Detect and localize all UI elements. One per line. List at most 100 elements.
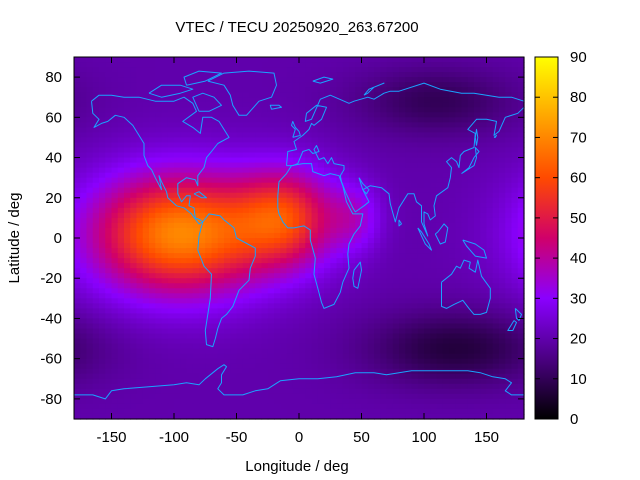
heatmap-cell xyxy=(192,167,200,174)
heatmap-cell xyxy=(124,227,131,234)
heatmap-cell xyxy=(305,338,313,345)
heatmap-cell xyxy=(86,207,94,214)
heatmap-cell xyxy=(499,77,506,83)
heatmap-cell xyxy=(317,77,325,83)
heatmap-cell xyxy=(361,137,369,144)
heatmap-cell xyxy=(486,393,494,400)
heatmap-cell xyxy=(492,348,500,355)
heatmap-cell xyxy=(99,102,106,108)
heatmap-cell xyxy=(249,283,256,289)
heatmap-cell xyxy=(417,388,425,395)
heatmap-cell xyxy=(261,77,269,83)
heatmap-cell xyxy=(255,328,263,335)
heatmap-cell xyxy=(80,308,88,315)
heatmap-cell xyxy=(92,388,100,395)
heatmap-cell xyxy=(317,172,325,179)
heatmap-cell xyxy=(180,152,188,159)
heatmap-cell xyxy=(386,333,394,340)
heatmap-cell xyxy=(461,288,469,294)
heatmap-cell xyxy=(249,147,256,154)
heatmap-cell xyxy=(399,328,406,335)
heatmap-cell xyxy=(74,288,81,294)
heatmap-cell xyxy=(311,293,319,299)
heatmap-cell xyxy=(517,167,525,174)
heatmap-cell xyxy=(211,378,219,385)
heatmap-cell xyxy=(424,248,431,254)
heatmap-cell xyxy=(205,67,213,73)
heatmap-cell xyxy=(117,182,125,189)
heatmap-cell xyxy=(380,97,388,103)
heatmap-cell xyxy=(80,393,88,400)
heatmap-cell xyxy=(474,222,481,229)
heatmap-cell xyxy=(280,122,288,128)
heatmap-cell xyxy=(517,227,525,234)
heatmap-cell xyxy=(330,313,338,320)
heatmap-cell xyxy=(430,207,438,214)
heatmap-cell xyxy=(267,147,275,154)
heatmap-cell xyxy=(424,323,431,330)
heatmap-cell xyxy=(267,338,275,345)
heatmap-cell xyxy=(311,368,319,375)
heatmap-cell xyxy=(374,278,381,284)
heatmap-cell xyxy=(367,232,375,239)
heatmap-cell xyxy=(111,177,119,184)
heatmap-cell xyxy=(205,122,213,128)
heatmap-cell xyxy=(461,232,469,239)
heatmap-cell xyxy=(149,403,156,410)
heatmap-cell xyxy=(380,117,388,123)
heatmap-cell xyxy=(117,67,125,73)
heatmap-cell xyxy=(380,132,388,139)
heatmap-cell xyxy=(517,263,525,269)
heatmap-cell xyxy=(436,238,444,244)
heatmap-cell xyxy=(236,238,244,244)
heatmap-cell xyxy=(161,107,169,113)
heatmap-cell xyxy=(499,137,506,144)
heatmap-cell xyxy=(292,102,300,108)
heatmap-cell xyxy=(517,338,525,345)
heatmap-cell xyxy=(505,107,513,113)
heatmap-cell xyxy=(355,167,363,174)
heatmap-cell xyxy=(474,278,481,284)
heatmap-cell xyxy=(236,62,244,68)
heatmap-cell xyxy=(142,77,150,83)
heatmap-cell xyxy=(167,117,175,123)
heatmap-cell xyxy=(486,152,494,159)
heatmap-cell xyxy=(317,152,325,159)
heatmap-cell xyxy=(186,102,194,108)
heatmap-cell xyxy=(374,378,381,385)
heatmap-cell xyxy=(517,152,525,159)
heatmap-cell xyxy=(242,87,250,93)
heatmap-cell xyxy=(205,273,213,279)
heatmap-cell xyxy=(299,112,306,118)
heatmap-cell xyxy=(130,112,138,118)
heatmap-cell xyxy=(167,323,175,330)
heatmap-cell xyxy=(130,288,138,294)
heatmap-cell xyxy=(380,227,388,234)
heatmap-cell xyxy=(86,217,94,224)
heatmap-cell xyxy=(111,137,119,144)
heatmap-cell xyxy=(261,328,269,335)
heatmap-cell xyxy=(492,142,500,149)
heatmap-cell xyxy=(411,333,419,340)
heatmap-cell xyxy=(99,268,106,274)
heatmap-cell xyxy=(124,313,131,320)
heatmap-cell xyxy=(311,87,319,93)
heatmap-cell xyxy=(130,227,138,234)
heatmap-cell xyxy=(374,283,381,289)
heatmap-cell xyxy=(174,358,181,365)
heatmap-cell xyxy=(467,57,475,63)
heatmap-cell xyxy=(467,167,475,174)
heatmap-cell xyxy=(442,172,450,179)
heatmap-cell xyxy=(386,298,394,304)
heatmap-cell xyxy=(499,207,506,214)
heatmap-cell xyxy=(399,268,406,274)
heatmap-cell xyxy=(461,243,469,249)
heatmap-cell xyxy=(186,212,194,219)
heatmap-cell xyxy=(124,152,131,159)
heatmap-cell xyxy=(192,278,200,284)
heatmap-cell xyxy=(180,192,188,199)
heatmap-cell xyxy=(324,102,331,108)
heatmap-cell xyxy=(142,398,150,405)
heatmap-cell xyxy=(224,122,231,128)
